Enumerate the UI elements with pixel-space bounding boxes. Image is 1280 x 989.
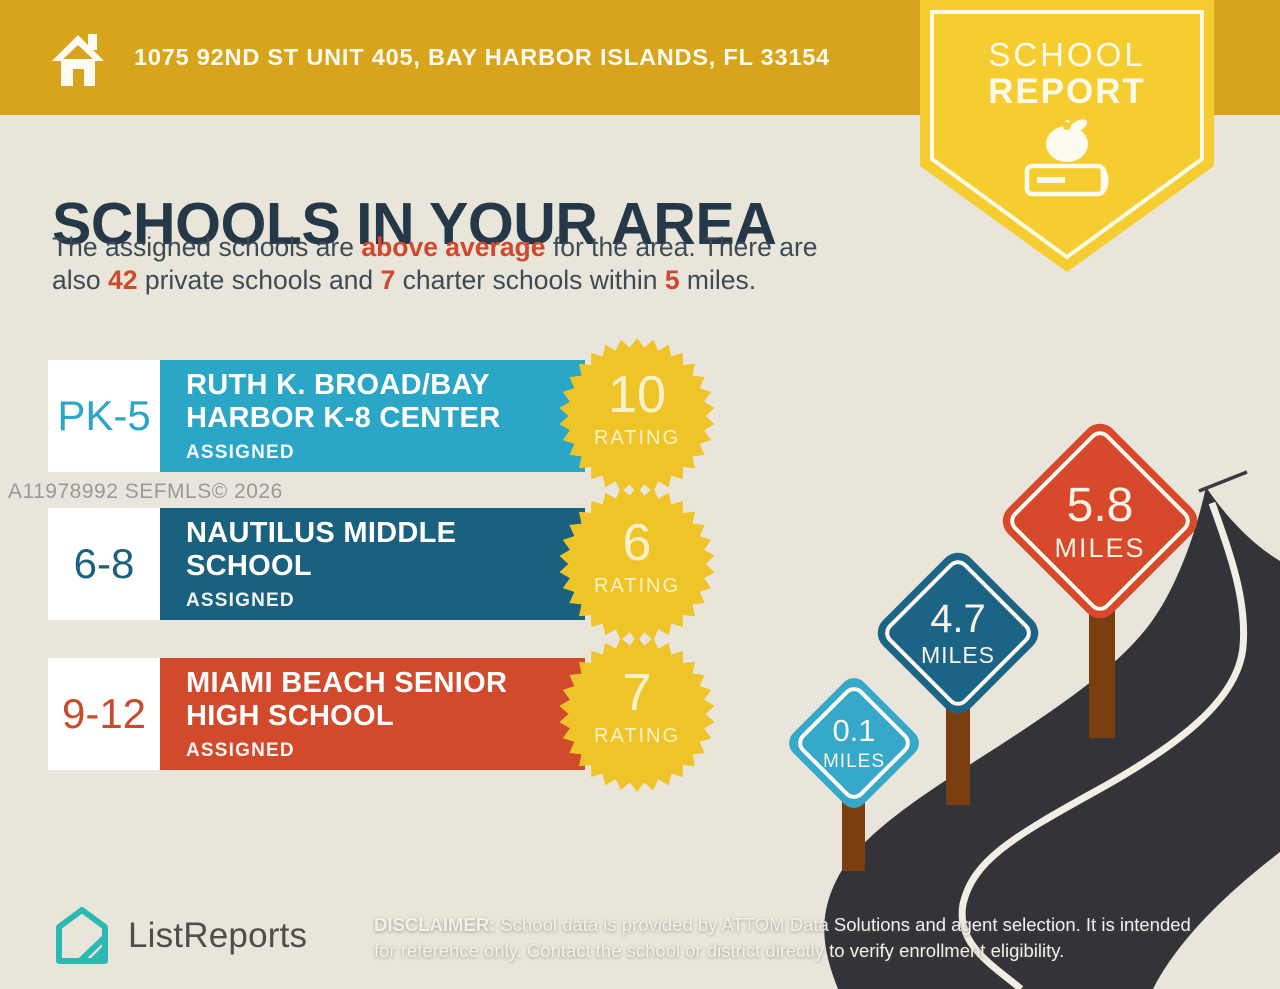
distance-sign-elementary: 0.1 MILES [783, 672, 925, 814]
book-icon [1024, 163, 1109, 197]
mls-watermark: A11978992 SEFMLS© 2026 [8, 480, 283, 503]
distance-sign-middle: 4.7 MILES [870, 545, 1046, 721]
rating-badge: 7 RATING [559, 636, 715, 792]
starburst-icon [559, 338, 715, 494]
ribbon-line1: SCHOOL [988, 36, 1146, 73]
road-centerline [958, 501, 1248, 989]
road-horizon-line [1198, 470, 1248, 493]
school-row-high: 9-12 MIAMI BEACH SENIOR HIGH SCHOOL ASSI… [48, 636, 768, 792]
disclaimer-text: DISCLAIMER: School data is provided by A… [374, 912, 1191, 964]
assigned-label: ASSIGNED [186, 589, 295, 611]
school-bar: RUTH K. BROAD/BAY HARBOR K-8 CENTER ASSI… [160, 360, 585, 472]
distance-unit: MILES [1054, 533, 1146, 563]
starburst-icon [559, 636, 715, 792]
rating-badge: 10 RATING [559, 338, 715, 494]
school-row-elementary: PK-5 RUTH K. BROAD/BAY HARBOR K-8 CENTER… [48, 338, 768, 494]
assigned-label: ASSIGNED [186, 739, 295, 761]
listreports-logo: ListReports [50, 903, 307, 969]
school-name-line1: NAUTILUS MIDDLE [186, 516, 457, 549]
brand-name: ListReports [128, 916, 308, 955]
disclaimer-line2: for reference only. Contact the school o… [374, 940, 1065, 961]
apple-icon [1046, 119, 1088, 162]
ribbon-line2: REPORT [988, 72, 1146, 111]
starburst-icon [559, 486, 715, 642]
grade-range-box: 6-8 [48, 508, 160, 620]
distance-value: 4.7 [930, 597, 986, 641]
distance-unit: MILES [822, 751, 886, 772]
property-address: 1075 92ND ST UNIT 405, BAY HARBOR ISLAND… [134, 44, 830, 70]
assigned-label: ASSIGNED [186, 441, 295, 463]
grade-range-box: PK-5 [48, 360, 160, 472]
home-icon [52, 33, 104, 86]
distance-sign-high: 5.8 MILES [995, 416, 1205, 626]
school-bar: MIAMI BEACH SENIOR HIGH SCHOOL ASSIGNED [160, 658, 585, 770]
distance-value: 0.1 [832, 713, 876, 748]
disclaimer-label: DISCLAIMER: [374, 914, 496, 935]
disclaimer-line1: DISCLAIMER: School data is provided by A… [374, 914, 1191, 935]
distance-unit: MILES [920, 642, 996, 668]
school-bar: NAUTILUS MIDDLE SCHOOL ASSIGNED [160, 508, 585, 620]
grade-range-box: 9-12 [48, 658, 160, 770]
page-title: SCHOOLS IN YOUR AREA [52, 190, 777, 257]
school-name-line2: HARBOR K-8 CENTER [186, 401, 501, 434]
school-name-line2: SCHOOL [186, 549, 312, 582]
distance-value: 5.8 [1066, 479, 1134, 532]
school-name-line2: HIGH SCHOOL [186, 699, 394, 732]
rating-value: 7 [622, 664, 652, 722]
rating-label: RATING [593, 575, 681, 597]
summary-text: The assigned schools are above average f… [52, 232, 818, 295]
listreports-house-icon [56, 907, 108, 964]
rating-label: RATING [593, 725, 681, 747]
road-surface [824, 487, 1280, 989]
rating-value: 6 [622, 514, 652, 572]
school-report-ribbon: SCHOOL REPORT [920, 0, 1214, 276]
school-row-middle: 6-8 NAUTILUS MIDDLE SCHOOL ASSIGNED 6 RA… [48, 486, 768, 642]
rating-value: 10 [608, 366, 666, 424]
school-name-line1: MIAMI BEACH SENIOR [186, 666, 508, 699]
rating-badge: 6 RATING [559, 486, 715, 642]
rating-label: RATING [593, 427, 681, 449]
school-name-line1: RUTH K. BROAD/BAY [186, 368, 490, 401]
